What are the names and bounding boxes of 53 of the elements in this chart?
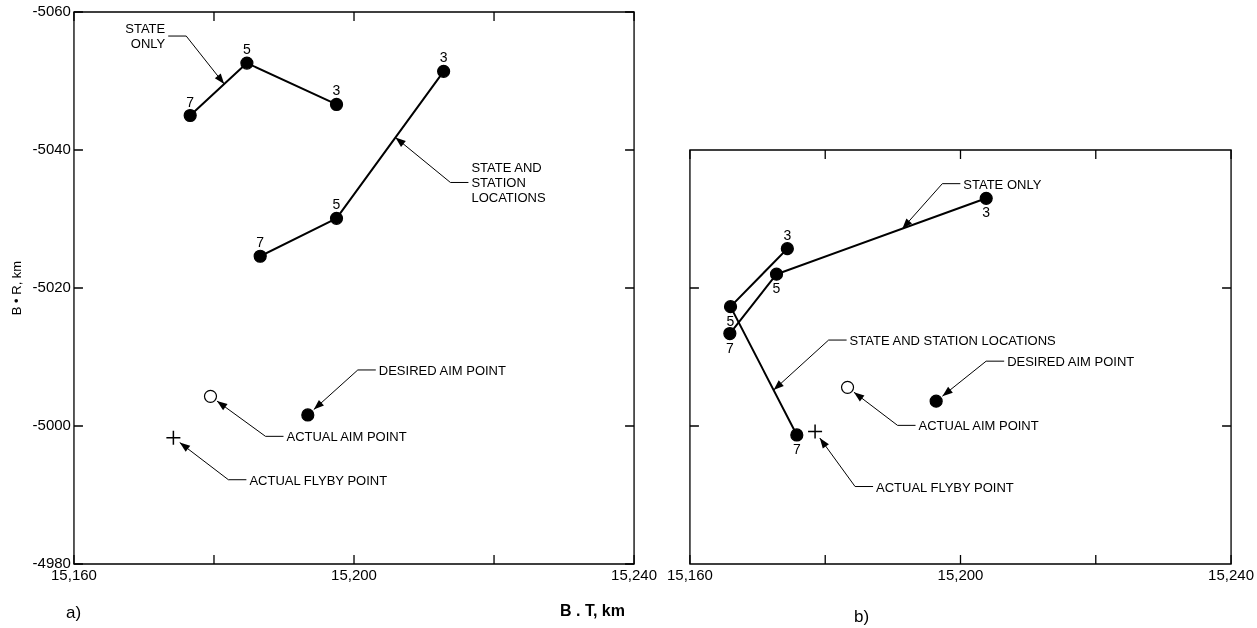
- text: DESIRED AIM POINT: [378, 362, 506, 378]
- x-tick-label: 15,240: [611, 566, 658, 584]
- text: STATE AND STATION LOCATIONS: [849, 332, 1056, 348]
- point: [790, 428, 804, 442]
- annotation: 7: [256, 234, 265, 251]
- y-axis-title: B • R, km: [9, 260, 25, 316]
- point: [437, 64, 451, 78]
- point: [979, 191, 993, 205]
- annotation: 3: [982, 204, 991, 221]
- point: [723, 300, 738, 314]
- text: DESIRED AIM POINT: [1007, 353, 1135, 369]
- y-tick-label: -5060: [32, 2, 71, 20]
- point: [301, 408, 315, 422]
- point: [183, 108, 197, 123]
- annotation: 7: [792, 440, 801, 457]
- point: [769, 267, 784, 281]
- annotation: 5: [726, 312, 735, 329]
- annotation: 5: [242, 41, 251, 58]
- x-tick-label: 15,200: [331, 566, 377, 584]
- annotation: 7: [186, 93, 195, 110]
- x-tick-label: 15,160: [666, 566, 713, 584]
- annotation: 3: [439, 49, 448, 66]
- text: ACTUAL AIM POINT: [918, 417, 1039, 433]
- annotation: 5: [772, 280, 781, 297]
- point: [203, 389, 218, 403]
- text: ACTUAL FLYBY POINT: [249, 472, 388, 488]
- x-tick-label: 15,200: [937, 566, 984, 584]
- point: [723, 326, 737, 341]
- text: b): [854, 607, 870, 626]
- series-label: STATE ONLY: [963, 176, 1042, 192]
- point: [929, 394, 943, 408]
- x-axis-title: B . T, km: [560, 602, 625, 619]
- y-tick-label: -5020: [32, 278, 71, 296]
- point: [807, 423, 823, 440]
- text: STATE ONLY: [124, 21, 166, 52]
- annotation: 3: [783, 226, 792, 243]
- annotation: 3: [332, 82, 341, 99]
- point: [840, 380, 855, 394]
- point: [240, 56, 254, 70]
- annotation: 7: [725, 339, 734, 356]
- x-tick-label: 15,240: [1208, 566, 1255, 584]
- text: ACTUAL AIM POINT: [286, 428, 407, 444]
- annotation: 5: [332, 196, 341, 213]
- text: ACTUAL FLYBY POINT: [876, 479, 1014, 495]
- text: STATE AND STATION LOCATIONS: [471, 159, 547, 205]
- point: [165, 429, 182, 446]
- y-tick-label: -5000: [32, 416, 71, 434]
- point: [329, 211, 344, 225]
- y-tick-label: -5040: [32, 140, 71, 158]
- point: [329, 97, 344, 112]
- point: [780, 242, 794, 256]
- point: [253, 249, 267, 263]
- text: a): [66, 603, 82, 622]
